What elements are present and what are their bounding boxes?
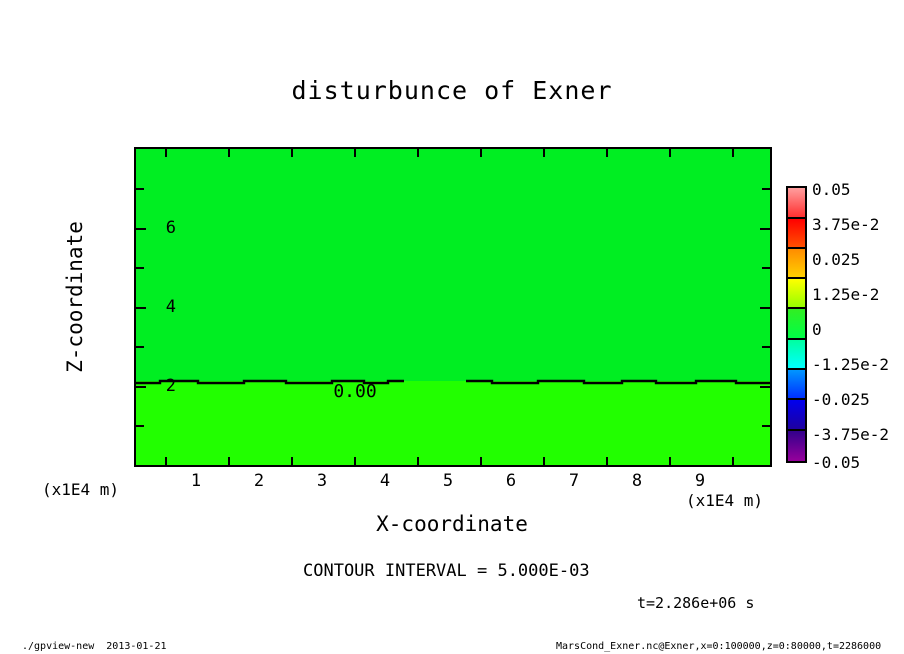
x-tick-bottom [669,457,671,465]
time-stamp-note: t=2.286e+06 s [637,594,755,612]
x-tick-top [480,149,482,157]
y-tick-right [760,307,770,309]
y-tick-left [136,346,144,348]
x-tick-label: 5 [442,471,454,491]
x-tick-top [669,149,671,157]
x-tick-top [291,149,293,157]
y-tick-label: 6 [165,218,176,238]
x-tick-top [354,149,356,157]
y-tick-right [762,346,770,348]
y-tick-left [136,307,146,309]
colorbar-label: 0.025 [812,250,861,269]
colorbar [786,186,807,463]
colorbar-label: 1.25e-2 [812,285,880,304]
colorbar-band [788,248,805,280]
y-tick-right [762,267,770,269]
x-tick-label: 6 [505,471,517,491]
x-tick-bottom [417,457,419,465]
colorbar-band [788,309,805,340]
colorbar-label: 3.75e-2 [812,215,880,234]
y-tick-right [762,425,770,427]
y-axis-title: Z-coordinate [63,221,87,373]
x-tick-label: 2 [253,471,265,491]
colorbar-label: -0.025 [812,390,870,409]
contour-interval-note: CONTOUR INTERVAL = 5.000E-03 [303,561,590,581]
x-tick-top [732,149,734,157]
colorbar-band [788,218,805,249]
contour-fill-upper [136,149,770,382]
y-tick-left [136,425,144,427]
colorbar-label: -3.75e-2 [812,425,890,444]
footer-dataset-info: MarsCond_Exner.nc@Exner,x=0:100000,z=0:8… [556,641,882,652]
colorbar-label: -1.25e-2 [812,355,890,374]
colorbar-band [788,339,805,371]
plot-area [134,147,772,467]
y-tick-left [136,267,144,269]
colorbar-label: 0 [812,320,822,339]
y-tick-label: 2 [165,376,176,396]
x-tick-label: 7 [568,471,580,491]
x-axis-title: X-coordinate [376,512,528,536]
x-tick-bottom [291,457,293,465]
y-tick-right [760,386,770,388]
x-tick-label: 1 [190,471,202,491]
colorbar-band [788,188,805,219]
colorbar-band [788,430,805,461]
x-tick-label: 9 [694,471,706,491]
colorbar-band [788,400,805,431]
x-tick-top [417,149,419,157]
x-tick-top [228,149,230,157]
x-tick-top [606,149,608,157]
x-tick-bottom [543,457,545,465]
y-tick-label: 4 [165,297,176,317]
contour-label-zero: 0.00 [333,381,377,402]
x-tick-bottom [228,457,230,465]
y-tick-left [136,228,146,230]
x-axis-unit-note: (x1E4 m) [42,480,120,499]
x-tick-bottom [732,457,734,465]
x-tick-top [165,149,167,157]
x-tick-bottom [480,457,482,465]
x-tick-bottom [606,457,608,465]
plot-title: disturbunce of Exner [291,76,613,105]
contour-fill-lower [136,381,770,465]
y-tick-left [136,188,144,190]
x-tick-bottom [165,457,167,465]
footer-command-info: ./gpview-new 2013-01-21 [22,641,167,652]
x-tick-label: 8 [631,471,643,491]
colorbar-label: 0.05 [812,180,851,199]
colorbar-label: -0.05 [812,453,861,472]
y-tick-left [136,386,146,388]
y-tick-right [760,228,770,230]
y-tick-right [762,188,770,190]
x-tick-bottom [354,457,356,465]
x-tick-label: 4 [379,471,391,491]
x-tick-top [543,149,545,157]
colorbar-band [788,279,805,310]
contour-line-zero [136,379,770,385]
y-axis-unit-note: (x1E4 m) [686,491,764,510]
x-tick-label: 3 [316,471,328,491]
colorbar-band [788,370,805,401]
